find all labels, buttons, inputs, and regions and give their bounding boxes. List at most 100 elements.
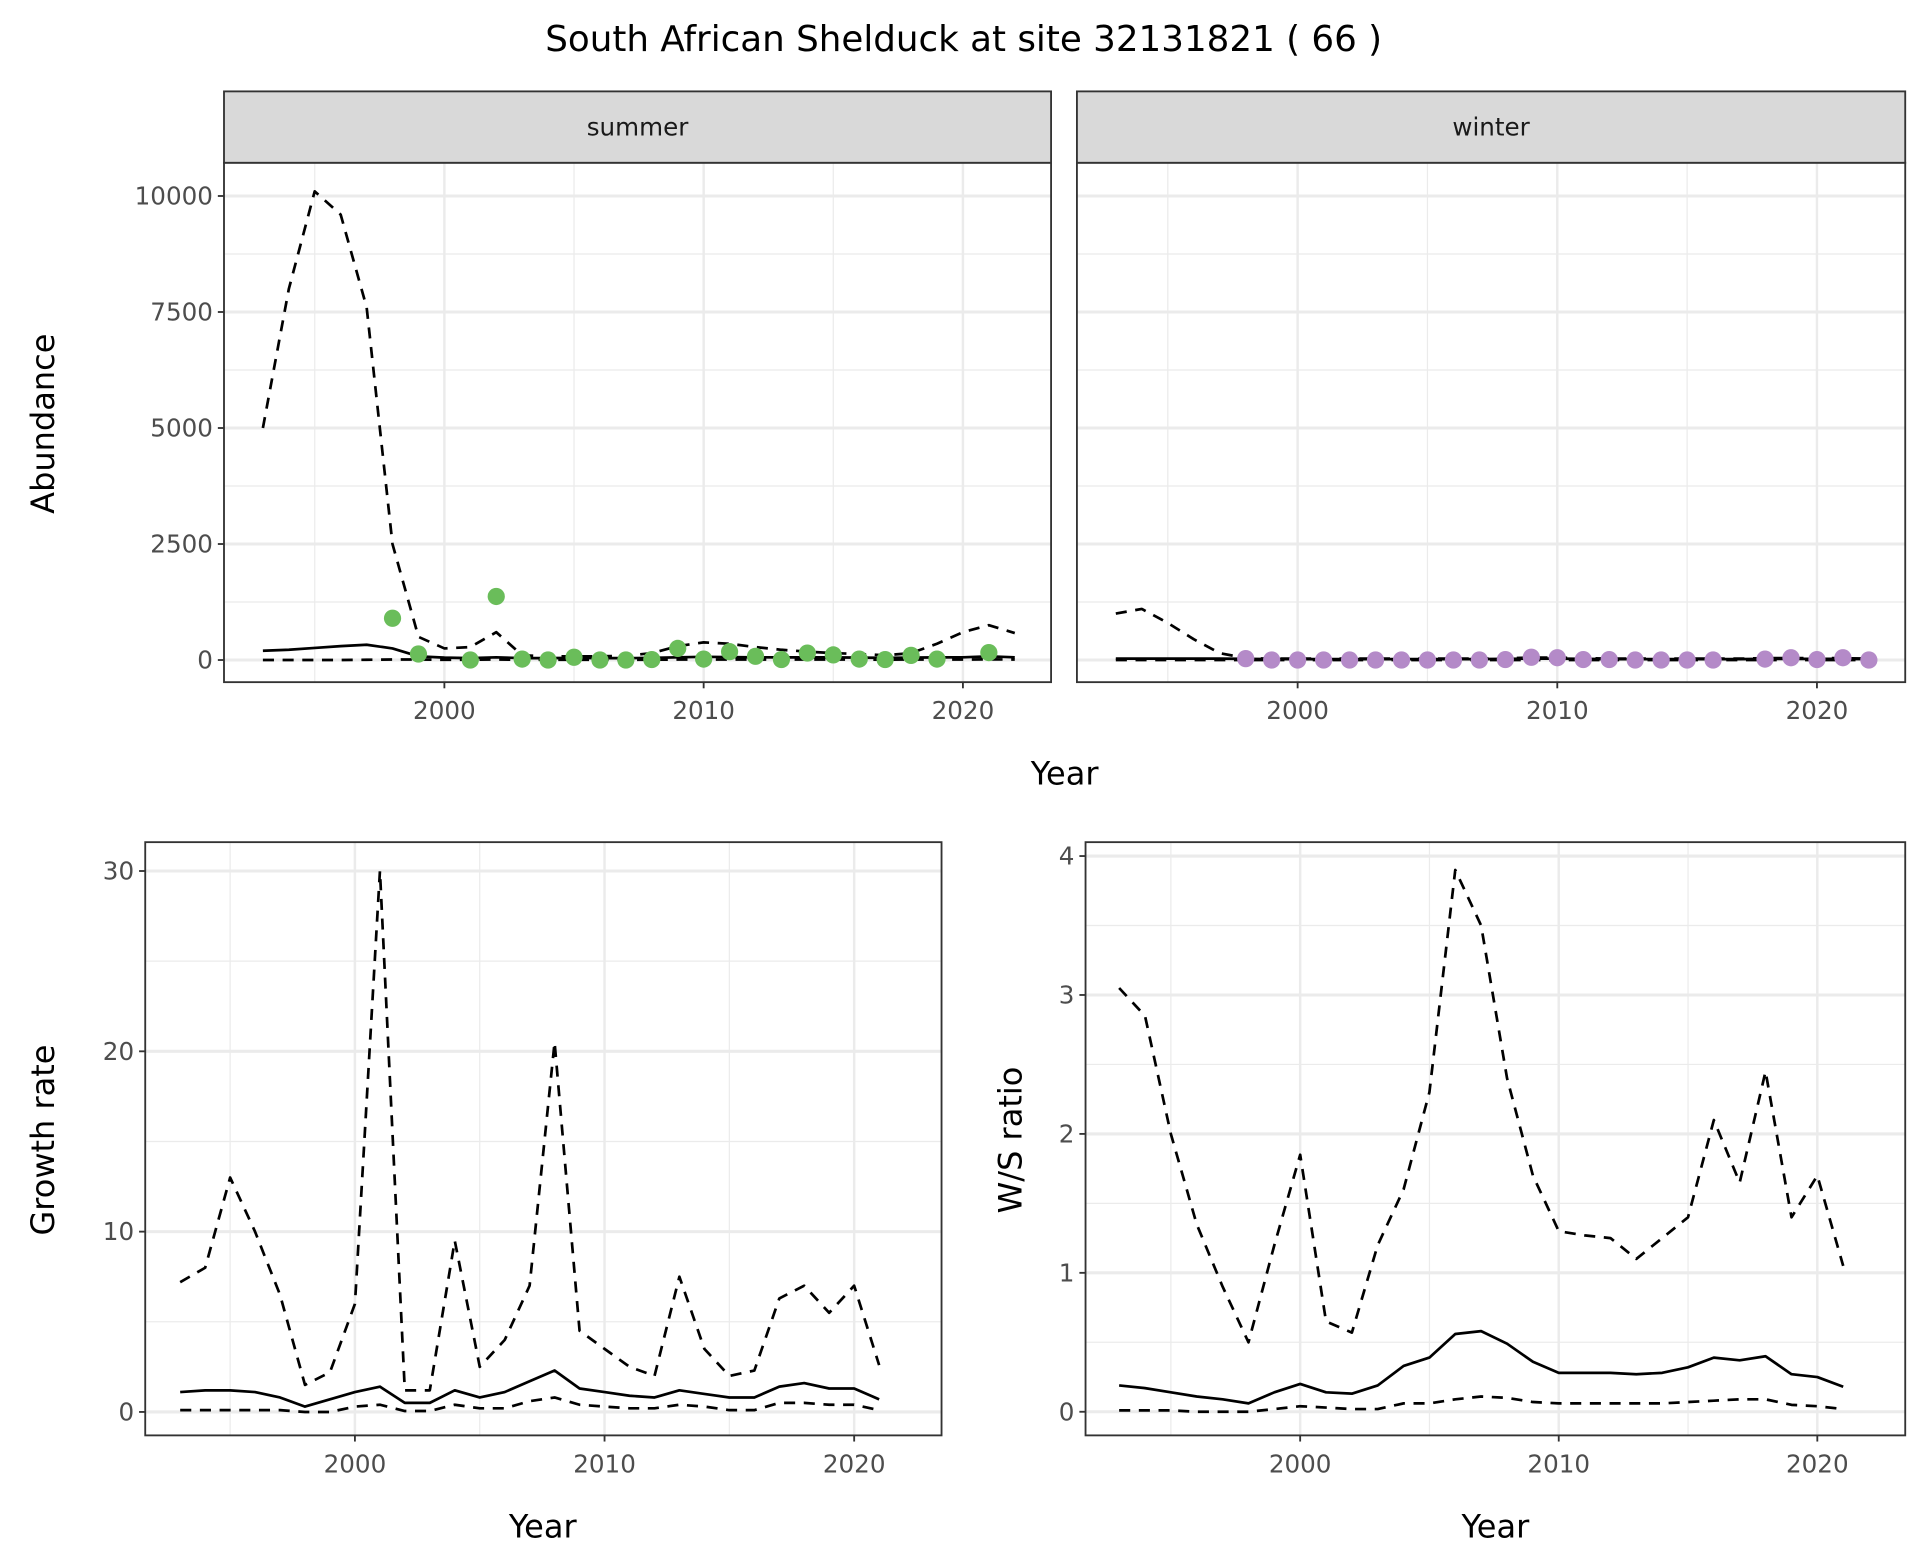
x-tick-label: 2010 xyxy=(1527,1449,1590,1478)
data-point xyxy=(1522,648,1540,666)
panel-summer: 2000 2010 2020 0 2500 5000 7500 10000 summer xyxy=(135,90,1052,725)
data-point xyxy=(1496,650,1514,669)
y-tick-label: 20 xyxy=(103,1037,134,1066)
data-point xyxy=(669,639,687,658)
y-tick-label: 0 xyxy=(118,1398,134,1427)
y-tick-label: 0 xyxy=(197,646,213,675)
lower-bound-line xyxy=(262,658,1015,662)
panel-winter: 2000 2010 2020 winter xyxy=(1076,90,1907,725)
facet-strip xyxy=(223,90,1052,164)
data-point xyxy=(1548,649,1566,667)
data-point xyxy=(409,645,428,663)
plot-background xyxy=(145,842,942,1436)
data-point xyxy=(1314,651,1333,669)
data-point xyxy=(1860,651,1878,669)
mean-line xyxy=(180,1369,880,1408)
data-point xyxy=(1574,650,1592,669)
data-point xyxy=(1652,651,1670,669)
plot-background xyxy=(1076,162,1906,683)
data-point xyxy=(1289,651,1307,669)
data-point xyxy=(1808,650,1826,669)
data-point xyxy=(928,650,946,668)
x-tick-label: 2000 xyxy=(413,696,476,725)
data-point xyxy=(1600,650,1618,669)
data-point xyxy=(487,587,505,606)
y-tick-label: 4 xyxy=(1059,842,1075,871)
growth-y-label: Growth rate xyxy=(24,1045,62,1236)
chart-title: South African Shelduck at site 32131821 … xyxy=(545,19,1382,60)
data-point xyxy=(695,650,713,668)
data-point xyxy=(902,646,920,664)
y-tick-label: 10 xyxy=(103,1217,134,1246)
lower-bound-line xyxy=(1119,1395,1844,1414)
data-point xyxy=(461,651,479,669)
data-point xyxy=(1366,651,1385,669)
data-point xyxy=(617,651,635,669)
x-tick-label: 2000 xyxy=(1269,1449,1332,1478)
data-point xyxy=(850,650,868,668)
panel-ws-ratio: 2000 2010 2020 0 1 2 3 4 xyxy=(1059,841,1907,1478)
y-tick-label: 2 xyxy=(1059,1120,1075,1149)
data-point xyxy=(1626,651,1644,669)
ratio-y-label: W/S ratio xyxy=(992,1067,1030,1214)
facet-strip xyxy=(1076,90,1907,164)
data-point xyxy=(1470,651,1489,669)
upper-bound-line xyxy=(261,189,1016,658)
data-point xyxy=(798,644,816,662)
data-point xyxy=(383,609,402,627)
ratio-x-label: Year xyxy=(1461,1508,1531,1546)
y-tick-label: 30 xyxy=(103,857,134,886)
plot-background xyxy=(224,162,1052,683)
y-tick-label: 10000 xyxy=(135,182,213,211)
data-point xyxy=(1756,650,1774,668)
abundance-y-label: Abundance xyxy=(24,334,62,514)
x-tick-label: 2010 xyxy=(1526,696,1589,725)
y-tick-label: 7500 xyxy=(150,298,213,327)
x-tick-label: 2010 xyxy=(573,1449,636,1478)
data-point xyxy=(513,650,531,668)
x-tick-label: 2020 xyxy=(932,696,995,725)
data-point xyxy=(980,643,998,662)
plot-background xyxy=(1085,842,1906,1436)
x-tick-label: 2000 xyxy=(1266,696,1329,725)
data-point xyxy=(1392,651,1411,669)
facet-strip-label: summer xyxy=(587,113,690,142)
data-point xyxy=(1237,650,1255,668)
x-tick-label: 2020 xyxy=(1786,1449,1849,1478)
x-tick-label: 2000 xyxy=(324,1449,387,1478)
facet-strip-label: winter xyxy=(1452,113,1530,142)
panel-growth-rate: 2000 2010 2020 0 10 20 30 xyxy=(103,841,943,1478)
y-tick-label: 3 xyxy=(1059,981,1075,1010)
data-point xyxy=(565,648,583,666)
x-tick-label: 2020 xyxy=(823,1449,886,1478)
panel-border xyxy=(144,841,943,1437)
data-point xyxy=(1678,651,1696,669)
data-point xyxy=(643,650,661,669)
y-tick-label: 0 xyxy=(1059,1397,1075,1426)
upper-bound-line xyxy=(1118,868,1845,1344)
x-tick-label: 2020 xyxy=(1786,696,1849,725)
data-point xyxy=(539,651,557,669)
data-point xyxy=(1444,651,1463,669)
growth-x-label: Year xyxy=(508,1508,578,1546)
y-tick-label: 1 xyxy=(1059,1258,1075,1287)
data-point xyxy=(1782,649,1800,667)
upper-bound-line xyxy=(179,869,881,1392)
abundance-x-label: Year xyxy=(1030,754,1100,792)
data-point xyxy=(876,650,894,669)
data-point xyxy=(591,651,609,669)
data-point xyxy=(1263,651,1281,669)
data-point xyxy=(1340,651,1359,669)
data-point xyxy=(746,647,765,665)
data-point xyxy=(772,650,791,669)
panel-border xyxy=(1084,841,1907,1437)
data-point xyxy=(1418,651,1437,669)
data-point xyxy=(824,646,842,664)
data-point xyxy=(1704,651,1722,669)
x-tick-label: 2010 xyxy=(672,696,735,725)
data-point xyxy=(1834,649,1852,667)
mean-line xyxy=(1118,1329,1844,1405)
y-tick-label: 2500 xyxy=(150,530,213,559)
y-tick-label: 5000 xyxy=(150,414,213,443)
